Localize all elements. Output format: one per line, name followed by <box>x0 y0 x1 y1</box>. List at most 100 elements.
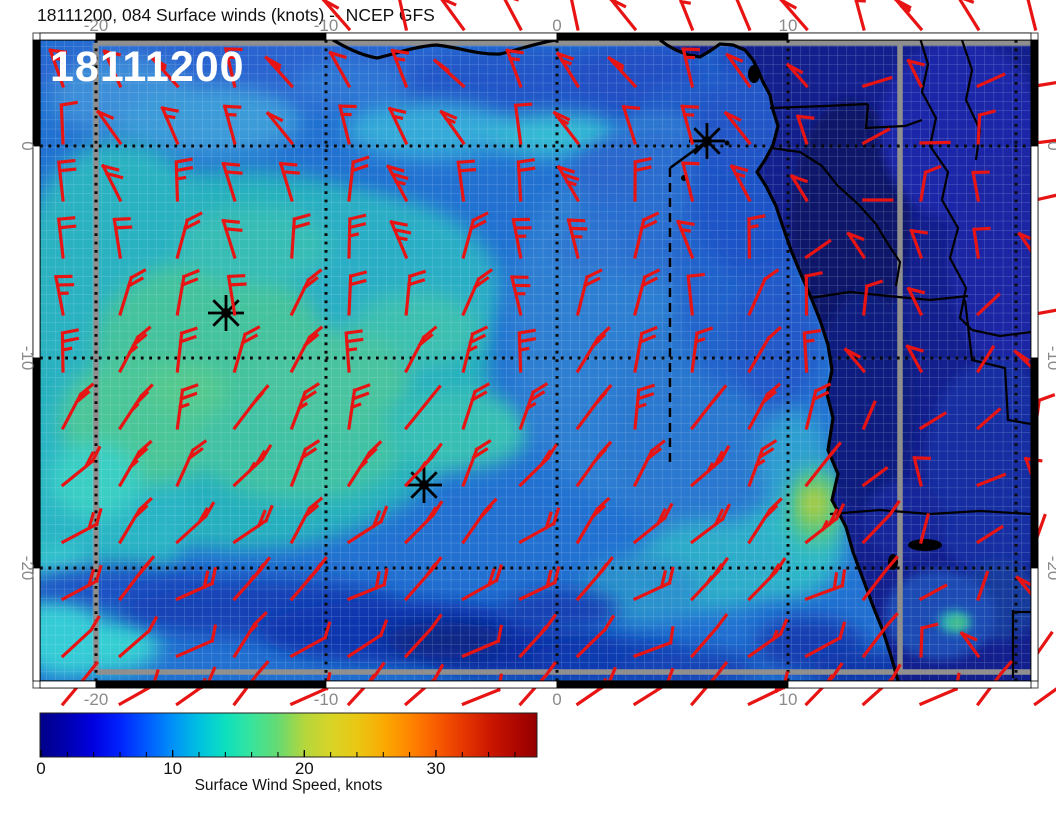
country-border <box>809 290 969 302</box>
wind-barb <box>461 564 504 602</box>
country-border <box>769 102 869 110</box>
wind-barb <box>975 292 1001 317</box>
colorbar-tick-label: 10 <box>163 759 182 778</box>
wind-barb <box>607 55 638 89</box>
wind-barb <box>678 0 695 32</box>
wind-barb <box>289 382 321 431</box>
wind-barb <box>633 383 656 430</box>
wind-barb <box>59 100 78 145</box>
wind-barb <box>680 104 699 145</box>
wind-barb <box>804 271 823 316</box>
wind-barb <box>461 382 491 431</box>
wind-barb <box>632 566 675 602</box>
wind-barb <box>174 157 194 202</box>
wind-barb <box>570 0 580 31</box>
wind-barb <box>175 383 199 430</box>
figure-title: 18111200, 084 Surface winds (knots) -- N… <box>37 5 435 25</box>
wind-barb <box>633 268 661 316</box>
wind-barb <box>347 383 371 430</box>
wind-barb <box>118 496 153 545</box>
wind-barb <box>575 614 616 659</box>
lon-tick-label-bottom: 0 <box>552 690 561 709</box>
wind-barb <box>789 173 809 203</box>
wind-barb <box>919 164 942 202</box>
wind-barb <box>226 274 247 316</box>
wind-barb <box>347 270 368 316</box>
wind-barb <box>802 328 822 373</box>
wind-barb <box>289 268 323 317</box>
wind-barb <box>404 325 438 374</box>
wind-barb <box>175 326 198 373</box>
wind-barb <box>175 439 208 488</box>
wind-barb <box>386 164 409 203</box>
wind-barb <box>689 384 728 431</box>
wind-barb <box>117 615 159 659</box>
wind-barb <box>894 0 924 32</box>
wind-barb <box>975 524 1005 545</box>
map-frame: -20 -20 -10 -10 0 0 10 10 0 0 -10 -10 -20 -20 <box>18 16 1056 709</box>
wind-barb <box>232 444 273 488</box>
lon-tick-label-top: -20 <box>84 16 109 35</box>
wind-barb <box>96 109 123 146</box>
wind-barb <box>804 569 847 602</box>
wind-barb <box>912 455 931 487</box>
wind-barb <box>516 157 536 202</box>
wind-barb <box>906 286 926 317</box>
asterisk-marker <box>208 295 244 331</box>
wind-barb <box>804 382 832 430</box>
wind-barb <box>440 0 466 32</box>
neatline-segment-bottom <box>325 680 558 689</box>
wind-barb <box>804 238 832 260</box>
wind-barb <box>846 231 867 260</box>
neatline-segment-bottom <box>39 680 97 689</box>
wind-barb <box>747 618 789 659</box>
wind-barb <box>566 218 588 259</box>
wind-barb <box>232 611 268 659</box>
wind-barb <box>725 52 752 89</box>
wind-barb <box>735 0 752 32</box>
wind-barb <box>289 556 328 602</box>
wind-barb <box>975 660 1014 707</box>
wind-barb <box>919 140 951 145</box>
wind-barb <box>909 228 929 260</box>
wind-barb <box>289 439 321 488</box>
wind-barb <box>175 501 216 545</box>
wind-barb <box>552 110 581 146</box>
neatline-segment-bottom <box>556 680 789 689</box>
wind-barb <box>221 161 243 203</box>
wind-barb <box>175 211 203 259</box>
wind-barb <box>232 325 261 373</box>
wind-barb <box>729 164 752 203</box>
wind-barb <box>461 497 498 545</box>
wind-barb <box>861 466 889 488</box>
wind-barb <box>681 161 700 202</box>
wind-barb <box>905 344 924 374</box>
lat-tick-label-right: -20 <box>1044 556 1056 581</box>
lake <box>908 539 942 551</box>
wind-barb <box>60 445 102 488</box>
wind-barb <box>278 161 300 202</box>
wind-barb <box>633 211 660 259</box>
wind-barb <box>346 568 389 602</box>
wind-barb <box>232 384 270 431</box>
country-border <box>864 103 923 130</box>
wind-barb <box>346 619 389 659</box>
wind-barb <box>633 156 652 202</box>
wind-barb <box>575 383 613 431</box>
wind-barb <box>404 269 427 316</box>
wind-barb <box>517 328 537 373</box>
wind-barb <box>60 507 103 545</box>
country-border <box>919 40 973 331</box>
wind-barb <box>221 218 243 260</box>
wind-barb <box>461 268 494 317</box>
colorbar-gradient <box>39 712 538 758</box>
wind-barb <box>403 613 443 659</box>
wind-barb <box>747 439 778 488</box>
neatline-segment-bottom <box>787 680 1032 689</box>
wind-barb <box>795 114 815 146</box>
domain-box <box>93 40 1031 675</box>
wind-barb <box>232 556 272 602</box>
lon-tick-label-top: 0 <box>552 16 561 35</box>
wind-barb <box>54 274 75 316</box>
